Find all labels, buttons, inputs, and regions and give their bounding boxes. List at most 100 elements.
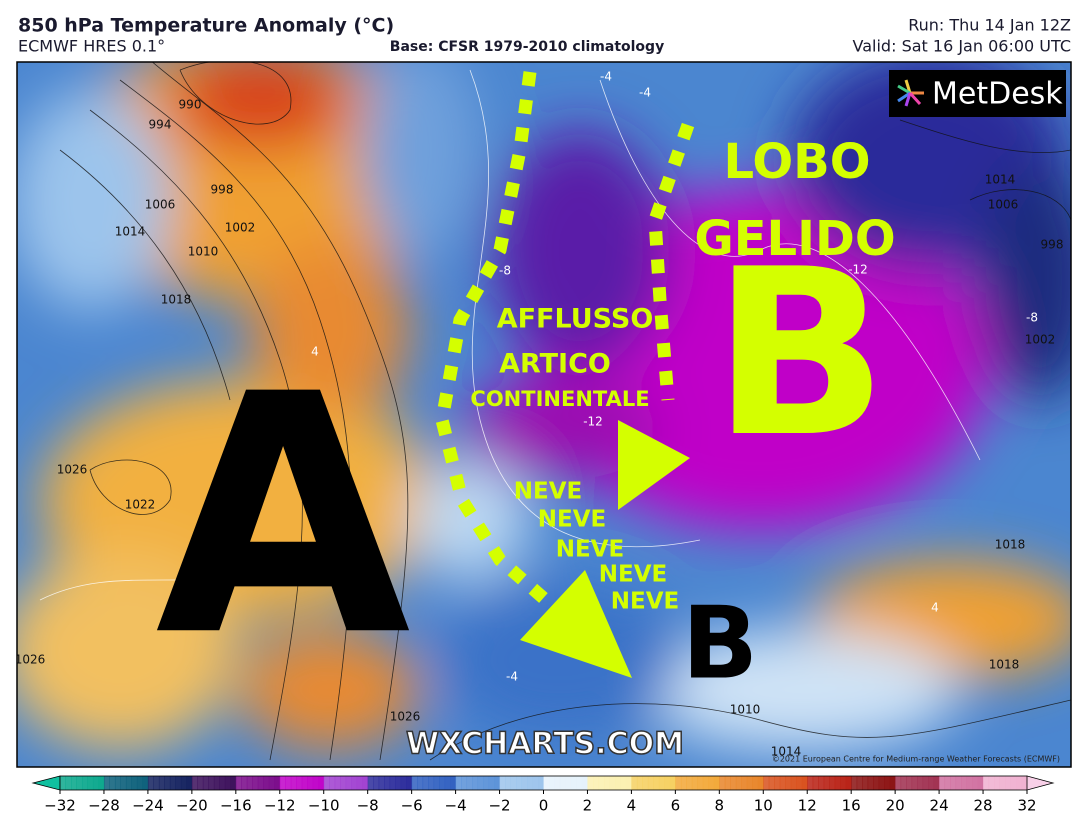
colorbar-swatch [197,776,204,790]
colorbar-swatch [252,776,259,790]
colorbar-swatch [636,776,643,790]
colorbar-swatch [334,776,341,790]
colorbar-tick-label: 24 [930,797,949,815]
colorbar-swatch [790,776,797,790]
colorbar-swatch [818,776,825,790]
colorbar-swatch [153,776,160,790]
colorbar-tick-label: −20 [176,797,208,815]
colorbar-swatch [510,776,517,790]
colorbar-swatch [406,776,413,790]
contour-label: 1002 [1025,333,1056,347]
contour-label: 990 [179,98,202,112]
colorbar-swatch [450,776,457,790]
colorbar-swatch [274,776,281,790]
annotation: CONTINENTALE [470,387,649,411]
colorbar-swatch [988,776,995,790]
colorbar-swatch [378,776,385,790]
colorbar-swatch [516,776,523,790]
colorbar-swatch [351,776,358,790]
colorbar-swatch [565,776,572,790]
colorbar-swatch [911,776,918,790]
colorbar-swatch [367,776,374,790]
low-label: B [682,584,758,701]
colorbar-swatch [230,776,237,790]
colorbar-extend [1026,775,1055,791]
colorbar-swatch [763,776,770,790]
colorbar-swatch [785,776,792,790]
colorbar-swatch [257,776,264,790]
colorbar-tick-label: −16 [220,797,252,815]
annotation: NEVE [556,537,624,563]
contour-label: -8 [499,264,511,278]
colorbar-swatch [702,776,709,790]
colorbar-swatch [884,776,891,790]
map: 990 994 998 1002 1006 1010 1014 1018 1022 1026 102… [17,62,1071,767]
colorbar-swatch [477,776,484,790]
colorbar-swatch [323,776,330,790]
colorbar-swatch [142,776,149,790]
colorbar-swatch [999,776,1006,790]
colorbar-swatch [972,776,979,790]
colorbar-swatch [983,776,990,790]
colorbar-swatch [642,776,649,790]
colorbar-swatch [87,776,94,790]
colorbar-swatch [856,776,863,790]
watermark: WXCHARTS.COM [406,727,684,762]
colorbar-swatch [532,776,539,790]
colorbar-swatch [175,776,182,790]
colorbar-swatch [329,776,336,790]
colorbar-swatch [362,776,369,790]
colorbar-swatch [581,776,588,790]
colorbar-swatch [647,776,654,790]
colorbar-tick-label: −6 [401,797,423,815]
colorbar-swatch [158,776,165,790]
colorbar-swatch [384,776,391,790]
colorbar-swatch [301,776,308,790]
colorbar-swatch [65,776,72,790]
colorbar-swatch [538,776,544,790]
colorbar-swatch [373,776,380,790]
colorbar-swatch [109,776,116,790]
colorbar-swatch [708,776,715,790]
colorbar-swatch [340,776,347,790]
colorbar-swatch [411,776,418,790]
contour-label: 1010 [188,245,219,259]
annotation: NEVE [599,562,667,588]
colorbar-swatch [933,776,940,790]
colorbar-swatch [296,776,303,790]
colorbar-swatch [614,776,621,790]
colorbar-swatch [801,776,808,790]
colorbar-swatch [570,776,577,790]
colorbar-swatch [461,776,468,790]
contour-label: 1018 [161,293,192,307]
colorbar-tick-label: −24 [132,797,164,815]
colorbar-swatch [768,776,775,790]
colorbar-swatch [653,776,660,790]
colorbar-swatch [576,776,583,790]
colorbar-swatch [147,776,154,790]
colorbar-swatch [686,776,693,790]
colorbar-swatch [1010,776,1017,790]
contour-label: 1018 [989,658,1020,672]
colorbar-swatch [505,776,512,790]
colorbar-swatch [1021,776,1028,790]
contour-label: 1014 [771,745,802,759]
colorbar-swatch [285,776,292,790]
colorbar-tick-label: 12 [798,797,817,815]
colorbar-swatch [268,776,275,790]
colorbar-swatch [98,776,105,790]
colorbar-swatch [219,776,226,790]
colorbar-swatch [246,776,253,790]
colorbar-swatch [977,776,984,790]
colorbar-swatch [845,776,852,790]
colorbar-swatch [724,776,731,790]
colorbar-swatch [543,776,550,790]
colorbar-tick-label: −12 [264,797,296,815]
colorbar-swatch [208,776,215,790]
contour-label: 1018 [995,538,1026,552]
colorbar-swatch [961,776,968,790]
colorbar-swatch [774,776,781,790]
contour-label: 1026 [57,463,88,477]
colorbar-swatch [483,776,490,790]
colorbar-tick-label: −8 [357,797,379,815]
